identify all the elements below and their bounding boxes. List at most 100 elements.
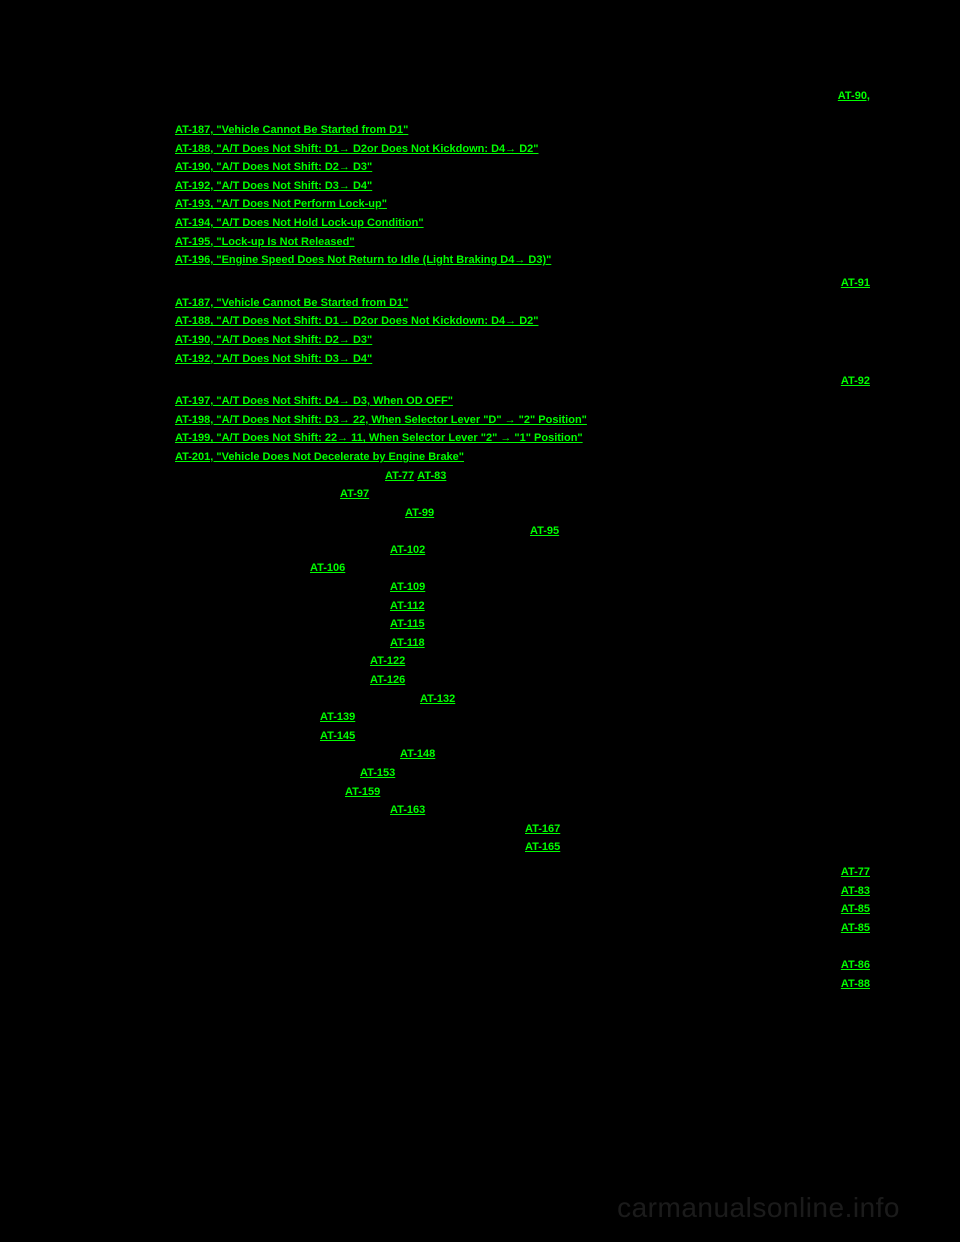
cross-ref-link[interactable]: AT-86 bbox=[841, 957, 880, 975]
inline-link-line: AT-115 bbox=[80, 616, 880, 634]
link-block-3: AT-197, "A/T Does Not Shift: D4→ D3, Whe… bbox=[80, 393, 880, 466]
trail-link-line: AT-83 bbox=[80, 883, 880, 901]
inline-link-line: AT-165 bbox=[80, 839, 880, 857]
cross-ref-link[interactable]: AT-97 bbox=[340, 488, 369, 500]
inline-link-line: AT-97 bbox=[80, 486, 880, 504]
trail-link-line: AT-86 bbox=[80, 957, 880, 975]
link-line: AT-190, "A/T Does Not Shift: D2→ D3" bbox=[80, 159, 880, 177]
line-trail-90: AT-90, bbox=[80, 90, 880, 102]
line-trail-91: AT-91 bbox=[80, 277, 880, 289]
trail-link-line: AT-88 bbox=[80, 976, 880, 994]
inline-link-line: AT-163 bbox=[80, 802, 880, 820]
link-line: AT-187, "Vehicle Cannot Be Started from … bbox=[80, 295, 880, 313]
trail-links-block: AT-77AT-83AT-85AT-85 AT-86AT-88 bbox=[80, 864, 880, 993]
cross-ref-link[interactable]: AT-188, "A/T Does Not Shift: D1→ D2or Do… bbox=[175, 315, 539, 327]
cross-ref-link[interactable]: AT-115 bbox=[390, 618, 425, 630]
cross-ref-link[interactable]: AT-122 bbox=[370, 655, 405, 667]
inline-link-line: AT-77 AT-83 bbox=[80, 468, 880, 486]
inline-link-line: AT-102 bbox=[80, 542, 880, 560]
inline-link-line: AT-145 bbox=[80, 728, 880, 746]
inline-link-line: AT-106 bbox=[80, 560, 880, 578]
cross-ref-link[interactable]: AT-199, "A/T Does Not Shift: 22→ 11, Whe… bbox=[175, 432, 583, 444]
cross-ref-link[interactable]: AT-148 bbox=[400, 748, 435, 760]
cross-ref-link[interactable]: AT-193, "A/T Does Not Perform Lock-up" bbox=[175, 198, 387, 210]
trail-link-line bbox=[80, 938, 880, 956]
cross-ref-link[interactable]: AT-197, "A/T Does Not Shift: D4→ D3, Whe… bbox=[175, 395, 453, 407]
inline-link-line: AT-139 bbox=[80, 709, 880, 727]
cross-ref-link[interactable]: AT-109 bbox=[390, 581, 425, 593]
cross-ref-link[interactable]: AT-132 bbox=[420, 693, 455, 705]
cross-ref-link[interactable]: AT-153 bbox=[360, 767, 395, 779]
cross-ref-link[interactable]: AT-99 bbox=[405, 507, 434, 519]
cross-ref-link[interactable]: AT-163 bbox=[390, 804, 425, 816]
link-line: AT-188, "A/T Does Not Shift: D1→ D2or Do… bbox=[80, 141, 880, 159]
cross-ref-link[interactable]: AT-85 bbox=[841, 901, 880, 919]
link-line: AT-195, "Lock-up Is Not Released" bbox=[80, 234, 880, 252]
link-line: AT-201, "Vehicle Does Not Decelerate by … bbox=[80, 449, 880, 467]
inline-link-line: AT-167 bbox=[80, 821, 880, 839]
link-line: AT-198, "A/T Does Not Shift: D3→ 22, Whe… bbox=[80, 412, 880, 430]
cross-ref-link[interactable]: AT-106 bbox=[310, 562, 345, 574]
inline-link-line: AT-118 bbox=[80, 635, 880, 653]
inline-link-line: AT-153 bbox=[80, 765, 880, 783]
cross-ref-link[interactable]: AT-194, "A/T Does Not Hold Lock-up Condi… bbox=[175, 217, 424, 229]
cross-ref-link[interactable]: AT-83 bbox=[417, 470, 446, 482]
cross-ref-link[interactable]: AT-118 bbox=[390, 637, 425, 649]
link-line: AT-192, "A/T Does Not Shift: D3→ D4" bbox=[80, 351, 880, 369]
cross-ref-link[interactable]: AT-77 bbox=[841, 864, 880, 882]
link-line: AT-196, "Engine Speed Does Not Return to… bbox=[80, 252, 880, 270]
cross-ref-link[interactable]: AT-201, "Vehicle Does Not Decelerate by … bbox=[175, 451, 464, 463]
cross-ref-link[interactable]: AT-112 bbox=[390, 600, 425, 612]
cross-ref-link[interactable]: AT-192, "A/T Does Not Shift: D3→ D4" bbox=[175, 180, 372, 192]
cross-ref-link[interactable]: AT-196, "Engine Speed Does Not Return to… bbox=[175, 254, 551, 266]
cross-ref-link[interactable]: AT-77 bbox=[385, 470, 414, 482]
link-line: AT-194, "A/T Does Not Hold Lock-up Condi… bbox=[80, 215, 880, 233]
link-at-90[interactable]: AT-90, bbox=[838, 90, 880, 102]
cross-ref-link[interactable]: AT-165 bbox=[525, 841, 560, 853]
cross-ref-link[interactable]: AT-167 bbox=[525, 823, 560, 835]
watermark-text: carmanualsonline.info bbox=[617, 1192, 900, 1224]
cross-ref-link[interactable]: AT-102 bbox=[390, 544, 425, 556]
inline-link-line: AT-112 bbox=[80, 598, 880, 616]
document-page: AT-90, AT-187, "Vehicle Cannot Be Starte… bbox=[0, 0, 960, 1034]
cross-ref-link[interactable]: AT-85 bbox=[841, 920, 880, 938]
inline-link-line: AT-148 bbox=[80, 746, 880, 764]
cross-ref-link[interactable]: AT-83 bbox=[841, 883, 880, 901]
trail-link-line: AT-85 bbox=[80, 920, 880, 938]
inline-link-line: AT-159 bbox=[80, 784, 880, 802]
line-trail-92: AT-92 bbox=[80, 375, 880, 387]
cross-ref-link[interactable]: AT-95 bbox=[530, 525, 559, 537]
link-line: AT-197, "A/T Does Not Shift: D4→ D3, Whe… bbox=[80, 393, 880, 411]
cross-ref-link[interactable]: AT-187, "Vehicle Cannot Be Started from … bbox=[175, 297, 408, 309]
link-at-91[interactable]: AT-91 bbox=[841, 277, 880, 289]
cross-ref-link[interactable]: AT-145 bbox=[320, 730, 355, 742]
inline-link-line: AT-95 bbox=[80, 523, 880, 541]
inline-link-line: AT-122 bbox=[80, 653, 880, 671]
link-line: AT-199, "A/T Does Not Shift: 22→ 11, Whe… bbox=[80, 430, 880, 448]
link-block-1: AT-187, "Vehicle Cannot Be Started from … bbox=[80, 122, 880, 270]
cross-ref-link[interactable]: AT-187, "Vehicle Cannot Be Started from … bbox=[175, 124, 408, 136]
inline-link-line: AT-126 bbox=[80, 672, 880, 690]
link-line: AT-187, "Vehicle Cannot Be Started from … bbox=[80, 122, 880, 140]
link-block-2: AT-187, "Vehicle Cannot Be Started from … bbox=[80, 295, 880, 368]
cross-ref-link[interactable]: AT-190, "A/T Does Not Shift: D2→ D3" bbox=[175, 161, 372, 173]
inline-link-line: AT-99 bbox=[80, 505, 880, 523]
cross-ref-link[interactable]: AT-88 bbox=[841, 976, 880, 994]
cross-ref-link[interactable]: AT-195, "Lock-up Is Not Released" bbox=[175, 236, 355, 248]
blank-line bbox=[867, 938, 880, 956]
trail-link-line: AT-77 bbox=[80, 864, 880, 882]
cross-ref-link[interactable]: AT-126 bbox=[370, 674, 405, 686]
trail-link-line: AT-85 bbox=[80, 901, 880, 919]
link-line: AT-192, "A/T Does Not Shift: D3→ D4" bbox=[80, 178, 880, 196]
cross-ref-link[interactable]: AT-159 bbox=[345, 786, 380, 798]
cross-ref-link[interactable]: AT-188, "A/T Does Not Shift: D1→ D2or Do… bbox=[175, 143, 539, 155]
cross-ref-link[interactable]: AT-192, "A/T Does Not Shift: D3→ D4" bbox=[175, 353, 372, 365]
cross-ref-link[interactable]: AT-139 bbox=[320, 711, 355, 723]
cross-ref-link[interactable]: AT-198, "A/T Does Not Shift: D3→ 22, Whe… bbox=[175, 414, 587, 426]
link-at-92[interactable]: AT-92 bbox=[841, 375, 880, 387]
inline-link-line: AT-109 bbox=[80, 579, 880, 597]
link-line: AT-188, "A/T Does Not Shift: D1→ D2or Do… bbox=[80, 313, 880, 331]
link-line: AT-193, "A/T Does Not Perform Lock-up" bbox=[80, 196, 880, 214]
link-line: AT-190, "A/T Does Not Shift: D2→ D3" bbox=[80, 332, 880, 350]
cross-ref-link[interactable]: AT-190, "A/T Does Not Shift: D2→ D3" bbox=[175, 334, 372, 346]
